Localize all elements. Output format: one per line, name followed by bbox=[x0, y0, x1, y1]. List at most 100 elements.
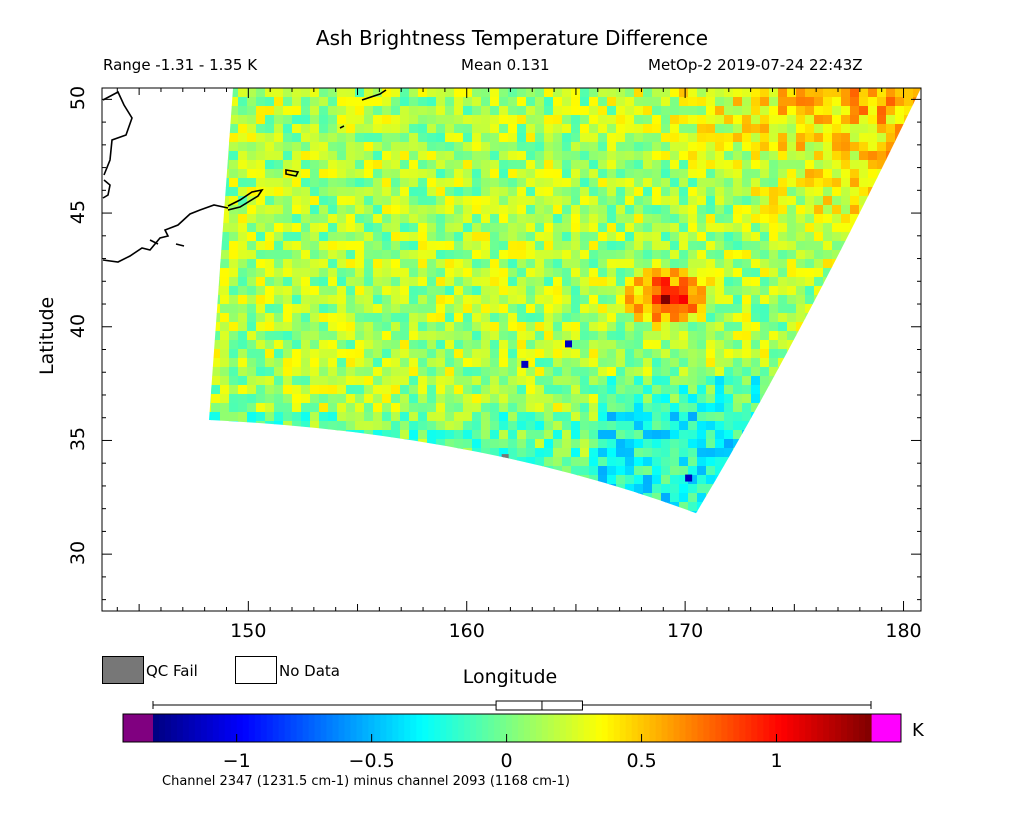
colorbar-under bbox=[123, 714, 153, 742]
cold-pixel bbox=[521, 360, 529, 368]
colorbar-segment bbox=[272, 714, 280, 742]
colorbar-segment bbox=[260, 714, 268, 742]
colorbar-segment bbox=[158, 714, 166, 742]
colorbar-segment bbox=[362, 714, 369, 742]
colorbar-segment bbox=[571, 714, 579, 742]
colorbar-segment bbox=[290, 714, 298, 742]
colorbar-segment bbox=[398, 714, 405, 742]
colorbar-segment bbox=[739, 714, 746, 742]
qc-fail-pixel bbox=[501, 454, 509, 462]
colorbar-segment bbox=[835, 714, 842, 742]
colorbar-segment bbox=[470, 714, 477, 742]
swath-pixels bbox=[209, 88, 922, 514]
colorbar-segment bbox=[434, 714, 441, 742]
colorbar-segment bbox=[458, 714, 465, 742]
y-axis-label: Latitude bbox=[36, 296, 58, 375]
range-indicator bbox=[152, 700, 872, 711]
colorbar-segment bbox=[350, 714, 358, 742]
colorbar-tick-label: 0 bbox=[500, 750, 513, 772]
colorbar-segment bbox=[218, 714, 226, 742]
colorbar-segment bbox=[589, 714, 597, 742]
colorbar-segment bbox=[386, 714, 393, 742]
colorbar-segment bbox=[488, 714, 495, 742]
colorbar-segment bbox=[512, 714, 519, 742]
colorbar-segment bbox=[452, 714, 459, 742]
x-tick-label: 180 bbox=[885, 620, 922, 642]
colorbar-segment bbox=[374, 714, 381, 742]
no-data-swatch bbox=[235, 656, 277, 684]
colorbar-segment bbox=[266, 714, 274, 742]
colorbar-tick-label: 1 bbox=[770, 750, 783, 772]
colorbar-segment bbox=[368, 714, 375, 742]
colorbar-segment bbox=[865, 714, 872, 742]
colorbar bbox=[122, 713, 902, 743]
colorbar-segment bbox=[380, 714, 387, 742]
colorbar-caption: Channel 2347 (1231.5 cm-1) minus channel… bbox=[162, 774, 570, 789]
colorbar-segment bbox=[529, 714, 537, 742]
colorbar-segment bbox=[673, 714, 681, 742]
colorbar-segment bbox=[595, 714, 603, 742]
colorbar-segment bbox=[685, 714, 693, 742]
colorbar-segment bbox=[751, 714, 758, 742]
colorbar-segment bbox=[535, 714, 543, 742]
colorbar-segment bbox=[302, 714, 310, 742]
colorbar-segment bbox=[500, 714, 507, 742]
colorbar-segment bbox=[182, 714, 190, 742]
no-data-label: No Data bbox=[279, 662, 340, 680]
colorbar-segment bbox=[517, 714, 525, 742]
colorbar-segment bbox=[320, 714, 328, 742]
colorbar-segment bbox=[649, 714, 657, 742]
colorbar-segment bbox=[763, 714, 770, 742]
colorbar-segment bbox=[553, 714, 561, 742]
colorbar-segment bbox=[655, 714, 663, 742]
colorbar-segment bbox=[446, 714, 453, 742]
colorbar-segment bbox=[296, 714, 304, 742]
colorbar-segment bbox=[559, 714, 567, 742]
colorbar-segment bbox=[422, 714, 429, 742]
colorbar-segment bbox=[661, 714, 669, 742]
colorbar-segment bbox=[625, 714, 633, 742]
x-tick-label: 170 bbox=[666, 620, 704, 642]
colorbar-segment bbox=[392, 714, 399, 742]
colorbar-segment bbox=[679, 714, 687, 742]
colorbar-segment bbox=[799, 714, 806, 742]
colorbar-segment bbox=[541, 714, 549, 742]
y-tick-label: 35 bbox=[67, 427, 90, 452]
colorbar-segment bbox=[314, 714, 322, 742]
colorbar-segment bbox=[428, 714, 435, 742]
colorbar-over bbox=[871, 714, 901, 742]
colorbar-segment bbox=[583, 714, 591, 742]
colorbar-segment bbox=[859, 714, 866, 742]
colorbar-segment bbox=[523, 714, 531, 742]
colorbar-segment bbox=[565, 714, 573, 742]
colorbar-segment bbox=[793, 714, 800, 742]
y-tick-label: 45 bbox=[67, 199, 90, 225]
colorbar-segment bbox=[236, 714, 244, 742]
colorbar-segment bbox=[194, 714, 202, 742]
colorbar-segment bbox=[607, 714, 615, 742]
colorbar-segment bbox=[224, 714, 232, 742]
colorbar-segment bbox=[356, 714, 364, 742]
colorbar-segment bbox=[613, 714, 621, 742]
colorbar-segment bbox=[601, 714, 609, 742]
colorbar-segment bbox=[775, 714, 782, 742]
x-tick-label: 160 bbox=[448, 620, 485, 642]
colorbar-segment bbox=[817, 714, 824, 742]
colorbar-segment bbox=[506, 714, 513, 742]
colorbar-segment bbox=[230, 714, 238, 742]
satellite-time-label: MetOp-2 2019-07-24 22:43Z bbox=[648, 56, 863, 74]
colorbar-segment bbox=[248, 714, 256, 742]
colorbar-segment bbox=[464, 714, 471, 742]
colorbar-segment bbox=[631, 714, 639, 742]
colorbar-segment bbox=[494, 714, 501, 742]
colorbar-segment bbox=[410, 714, 417, 742]
cold-pixel bbox=[685, 474, 693, 482]
colorbar-segment bbox=[212, 714, 220, 742]
colorbar-segment bbox=[715, 714, 723, 742]
qc-fail-label: QC Fail bbox=[146, 662, 198, 680]
qc-fail-swatch bbox=[102, 656, 144, 684]
colorbar-segment bbox=[847, 714, 854, 742]
mean-box bbox=[495, 700, 583, 711]
colorbar-segment bbox=[697, 714, 705, 742]
